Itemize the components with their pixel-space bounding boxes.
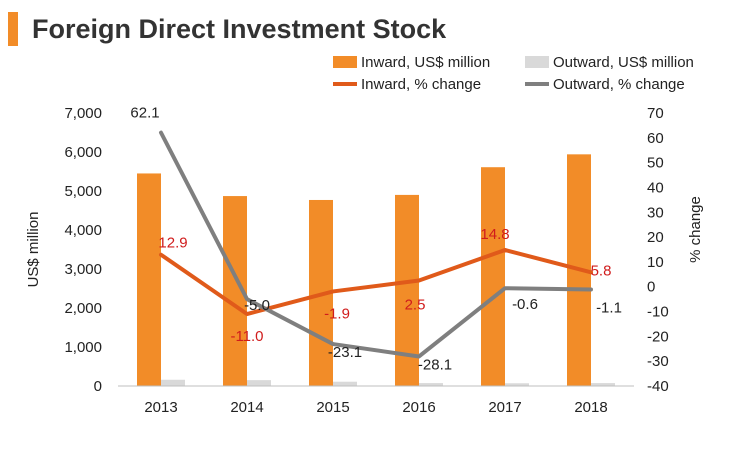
x-tick-label: 2015 xyxy=(316,399,349,416)
x-tick-label: 2013 xyxy=(144,399,177,416)
bar-outward xyxy=(247,380,271,386)
bar-inward xyxy=(481,167,505,386)
series-line-outward xyxy=(159,130,593,359)
plot-area: 0 1,000 2,000 3,000 4,000 5,000 6,000 7,000 -40 -… xyxy=(64,105,668,416)
data-label-inward: -11.0 xyxy=(230,328,263,345)
y-tick-label-right: 50 xyxy=(647,155,664,172)
data-label-inward: 14.8 xyxy=(480,226,509,243)
y-tick-label-left: 0 xyxy=(94,378,102,395)
y-tick-label-right: 40 xyxy=(647,179,664,196)
y-tick-label-left: 7,000 xyxy=(64,105,102,122)
bar-outward xyxy=(591,383,615,386)
y-tick-label-right: 70 xyxy=(647,105,664,122)
legend-label-inward-bar: Inward, US$ million xyxy=(361,54,490,71)
bar-outward xyxy=(333,381,357,386)
y-tick-label-left: 2,000 xyxy=(64,300,102,317)
y-tick-label-left: 3,000 xyxy=(64,261,102,278)
x-tick-label: 2016 xyxy=(402,399,435,416)
bar-outward xyxy=(419,383,443,386)
data-label-inward: 2.5 xyxy=(405,297,426,314)
legend-swatch-inward-bar xyxy=(333,56,357,68)
y-tick-label-right: -10 xyxy=(647,304,669,321)
y-tick-label-right: -40 xyxy=(647,378,669,395)
data-label-inward: -1.9 xyxy=(324,305,350,322)
data-label-outward: 62.1 xyxy=(130,105,159,122)
y-tick-label-right: 60 xyxy=(647,130,664,147)
y-tick-label-left: 4,000 xyxy=(64,222,102,239)
y-tick-label-right: 0 xyxy=(647,279,655,296)
title-accent-bar xyxy=(8,12,18,46)
chart-title: Foreign Direct Investment Stock xyxy=(32,14,447,44)
data-label-inward: 5.8 xyxy=(591,262,612,279)
x-tick-label: 2017 xyxy=(488,399,521,416)
y-axis-right-title: % change xyxy=(687,196,704,263)
x-tick-label: 2018 xyxy=(574,399,607,416)
y-tick-label-right: 20 xyxy=(647,229,664,246)
series-line-inward xyxy=(159,247,593,317)
bar-inward xyxy=(137,173,161,386)
y-tick-label-right: 30 xyxy=(647,204,664,221)
legend-swatch-outward-bar xyxy=(525,56,549,68)
y-tick-label-right: -20 xyxy=(647,328,669,345)
legend-label-inward-line: Inward, % change xyxy=(361,76,481,93)
y-axis-left-title: US$ million xyxy=(25,212,42,288)
y-tick-label-right: 10 xyxy=(647,254,664,271)
legend-label-outward-bar: Outward, US$ million xyxy=(553,54,694,71)
data-label-outward: -23.1 xyxy=(328,344,362,361)
bar-outward xyxy=(505,383,529,386)
legend-label-outward-line: Outward, % change xyxy=(553,76,685,93)
y-tick-label-right: -30 xyxy=(647,353,669,370)
y-tick-label-left: 5,000 xyxy=(64,183,102,200)
data-label-outward: -5.0 xyxy=(244,297,270,314)
x-tick-label: 2014 xyxy=(230,399,263,416)
legend: Inward, US$ million Outward, US$ million… xyxy=(333,54,694,93)
bar-outward xyxy=(161,379,185,386)
y-tick-label-left: 6,000 xyxy=(64,144,102,161)
data-label-inward: 12.9 xyxy=(158,235,187,252)
data-label-outward: -0.6 xyxy=(512,296,538,313)
data-label-outward: -28.1 xyxy=(418,356,452,373)
data-label-outward: -1.1 xyxy=(596,299,622,316)
y-tick-label-left: 1,000 xyxy=(64,339,102,356)
